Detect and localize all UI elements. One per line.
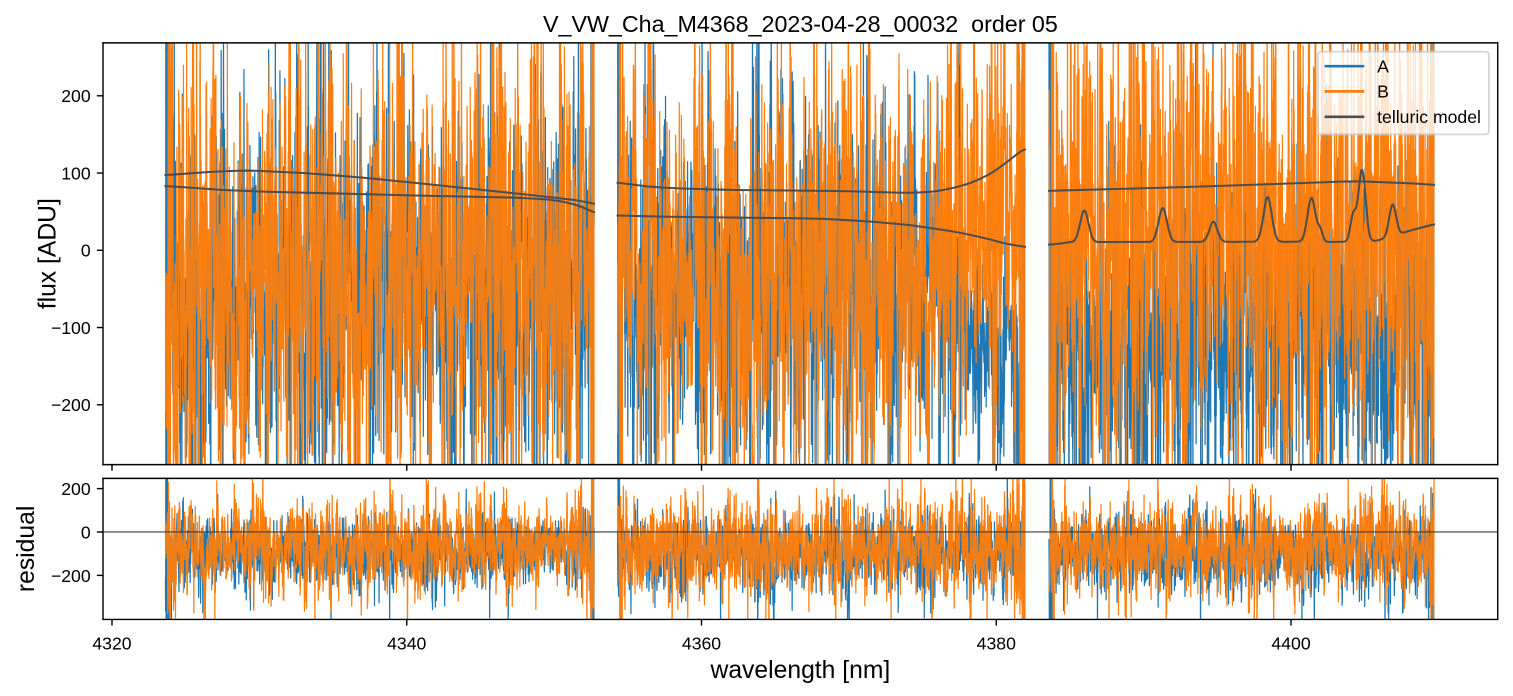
svg-text:wavelength [nm]: wavelength [nm] xyxy=(710,657,891,684)
svg-text:B: B xyxy=(1377,82,1389,102)
svg-text:4340: 4340 xyxy=(387,633,426,653)
svg-text:100: 100 xyxy=(61,163,91,183)
svg-text:4380: 4380 xyxy=(977,633,1016,653)
svg-text:4360: 4360 xyxy=(682,633,721,653)
svg-text:0: 0 xyxy=(81,241,91,261)
svg-text:−200: −200 xyxy=(51,395,91,415)
svg-text:200: 200 xyxy=(61,479,91,499)
svg-text:telluric model: telluric model xyxy=(1377,107,1481,127)
svg-text:V_VW_Cha_M4368_2023-04-28_0003: V_VW_Cha_M4368_2023-04-28_00032 order 05 xyxy=(543,11,1058,37)
svg-text:200: 200 xyxy=(61,86,91,106)
svg-text:residual: residual xyxy=(13,506,40,592)
svg-text:A: A xyxy=(1377,56,1389,76)
svg-text:−100: −100 xyxy=(51,318,91,338)
svg-text:flux [ADU]: flux [ADU] xyxy=(35,198,62,309)
svg-text:−200: −200 xyxy=(51,566,91,586)
svg-text:0: 0 xyxy=(81,522,91,542)
svg-text:4320: 4320 xyxy=(92,633,131,653)
svg-text:4400: 4400 xyxy=(1271,633,1310,653)
